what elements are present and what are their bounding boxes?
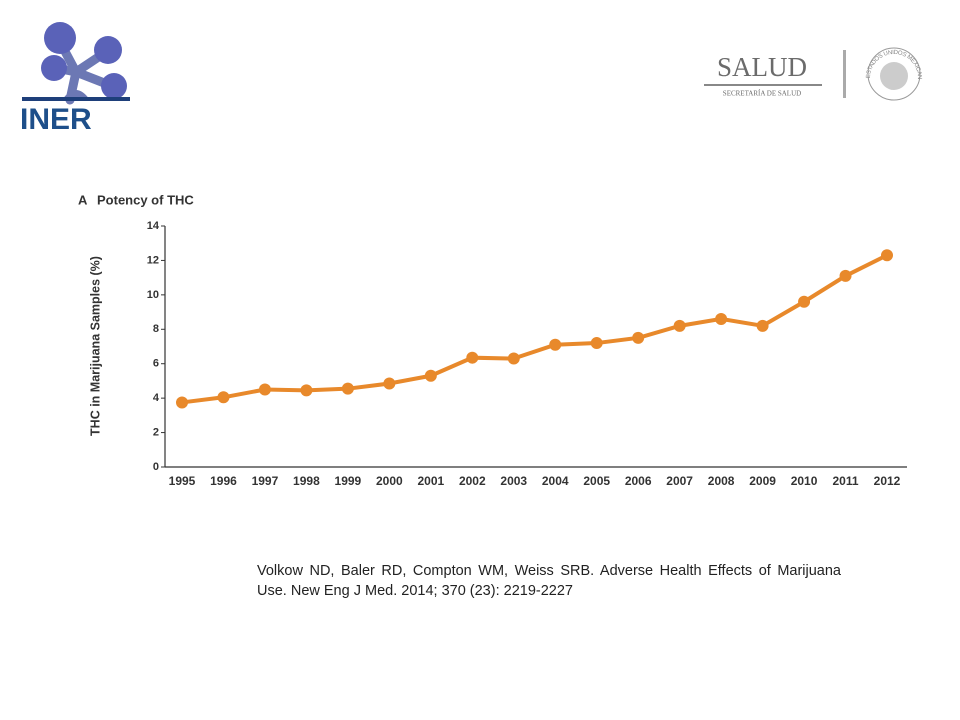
data-point xyxy=(839,269,852,282)
data-point xyxy=(507,352,520,365)
y-tick-label: 4 xyxy=(153,392,160,404)
data-point xyxy=(383,377,396,390)
y-axis-label: THC in Marijuana Samples (%) xyxy=(88,256,102,436)
iner-logo: INER xyxy=(20,22,130,136)
y-tick-label: 6 xyxy=(153,358,159,370)
x-tick-label: 2000 xyxy=(376,474,403,488)
data-point xyxy=(798,295,811,308)
data-point xyxy=(217,391,230,404)
x-tick-label: 2008 xyxy=(708,474,735,488)
data-point xyxy=(258,383,271,396)
x-tick-label: 2012 xyxy=(874,474,901,488)
y-tick-label: 10 xyxy=(147,289,159,301)
data-point xyxy=(341,382,354,395)
y-tick-label: 12 xyxy=(147,254,159,266)
data-point xyxy=(424,369,437,382)
x-tick-label: 2009 xyxy=(749,474,776,488)
x-tick-label: 1998 xyxy=(293,474,320,488)
data-point xyxy=(715,312,728,325)
x-tick-label: 1999 xyxy=(335,474,362,488)
data-point xyxy=(549,338,562,351)
y-tick-label: 8 xyxy=(153,323,159,335)
x-tick-label: 2011 xyxy=(833,474,859,488)
x-tick-label: 1996 xyxy=(210,474,237,488)
x-tick-label: 2006 xyxy=(625,474,652,488)
x-tick-label: 2007 xyxy=(666,474,693,488)
x-tick-label: 2003 xyxy=(500,474,527,488)
citation: Volkow ND, Baler RD, Compton WM, Weiss S… xyxy=(257,563,841,599)
x-tick-label: 2005 xyxy=(583,474,610,488)
y-tick-label: 0 xyxy=(153,461,159,473)
data-point xyxy=(673,319,686,332)
data-point xyxy=(590,337,603,350)
chart-title: Potency of THC xyxy=(97,192,194,207)
iner-text: INER xyxy=(20,103,92,136)
salud-logo: SALUD SECRETARÍA DE SALUD ESTADOS UNIDOS… xyxy=(0,0,922,101)
data-point xyxy=(881,249,893,262)
salud-subtitle: SECRETARÍA DE SALUD xyxy=(723,90,801,98)
x-tick-label: 2001 xyxy=(417,474,444,488)
x-tick-label: 2010 xyxy=(791,474,818,488)
y-tick-label: 14 xyxy=(147,220,160,232)
x-tick-label: 1997 xyxy=(252,474,279,488)
y-tick-label: 2 xyxy=(153,426,159,438)
series-line xyxy=(181,253,888,405)
x-tick-label: 2004 xyxy=(542,474,569,488)
data-point xyxy=(300,384,313,397)
panel-label: A xyxy=(78,192,88,207)
data-point xyxy=(466,351,479,364)
data-point xyxy=(632,331,645,344)
x-tick-label: 1995 xyxy=(169,474,196,488)
salud-text: SALUD xyxy=(717,52,807,82)
data-point xyxy=(176,396,188,409)
data-point xyxy=(756,319,769,332)
x-tick-label: 2002 xyxy=(459,474,486,488)
